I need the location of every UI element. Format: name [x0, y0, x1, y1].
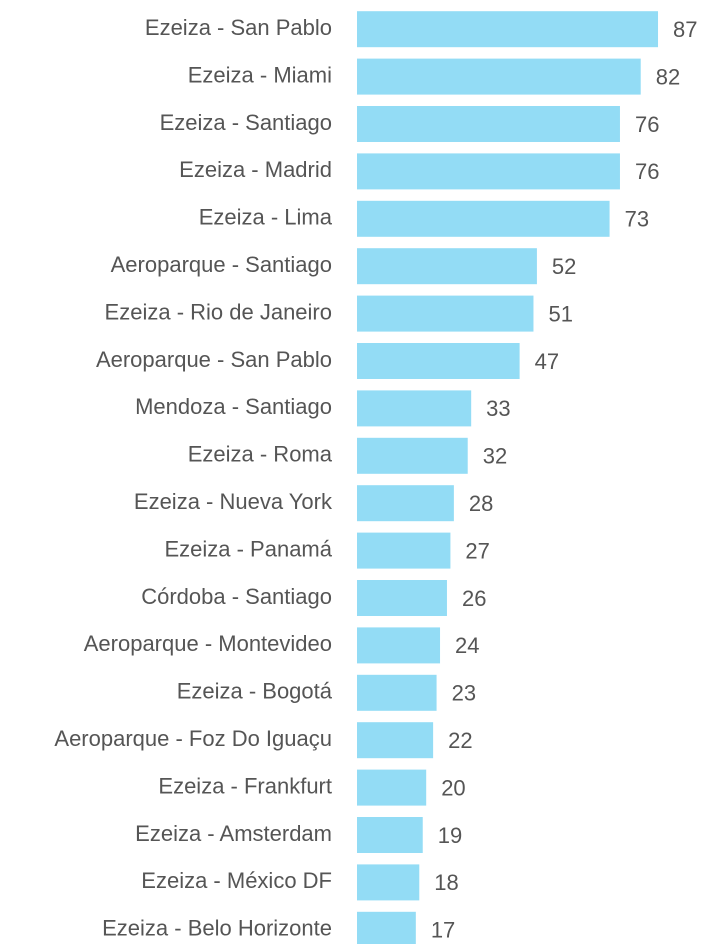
value-label: 28 [469, 491, 493, 516]
bar [357, 485, 454, 522]
category-label: Ezeiza - Belo Horizonte [102, 916, 332, 941]
bar [357, 106, 620, 142]
bar [357, 11, 659, 48]
value-label: 82 [656, 64, 680, 89]
category-label: Aeroparque - San Pablo [96, 347, 332, 372]
value-label: 24 [455, 633, 479, 658]
value-label: 87 [673, 17, 697, 42]
bar [357, 627, 441, 664]
bar [357, 58, 641, 95]
category-label: Ezeiza - Bogotá [177, 679, 333, 704]
bar [357, 722, 434, 759]
value-label: 19 [438, 823, 462, 848]
value-label: 47 [535, 349, 559, 374]
value-label: 52 [552, 254, 576, 279]
value-label: 23 [452, 681, 476, 706]
bar [357, 295, 534, 332]
bar [357, 248, 537, 285]
value-label: 27 [465, 538, 489, 563]
bar [357, 153, 620, 190]
category-label: Aeroparque - Santiago [111, 252, 332, 277]
category-label: Aeroparque - Foz Do Iguaçu [54, 726, 332, 751]
category-label: Ezeiza - Amsterdam [135, 821, 332, 846]
category-label: Ezeiza - Miami [188, 62, 332, 87]
value-label: 26 [462, 586, 486, 611]
category-label: Aeroparque - Montevideo [84, 631, 332, 656]
category-label: Mendoza - Santiago [135, 394, 332, 419]
bar [357, 390, 472, 427]
category-label: Ezeiza - Nueva York [134, 489, 333, 514]
category-label: Ezeiza - Rio de Janeiro [105, 299, 332, 324]
bar [357, 817, 423, 853]
value-label: 73 [625, 207, 649, 232]
value-label: 51 [548, 301, 572, 326]
bar [357, 437, 468, 474]
category-label: Ezeiza - San Pablo [145, 15, 332, 40]
category-label: Ezeiza - Roma [188, 442, 333, 467]
category-label: Ezeiza - Madrid [179, 157, 332, 182]
category-label: Ezeiza - Frankfurt [158, 773, 332, 798]
bar [357, 580, 447, 616]
value-label: 32 [483, 444, 507, 469]
category-label: Ezeiza - México DF [141, 868, 332, 893]
bar [357, 864, 420, 901]
value-label: 76 [635, 159, 659, 184]
bar [357, 911, 416, 944]
value-label: 76 [635, 112, 659, 137]
category-label: Córdoba - Santiago [141, 584, 332, 609]
value-label: 20 [441, 775, 465, 800]
category-label: Ezeiza - Lima [199, 205, 333, 230]
bar [357, 532, 451, 569]
value-label: 33 [486, 396, 510, 421]
bar [357, 769, 427, 806]
category-label: Ezeiza - Panamá [164, 536, 332, 561]
value-label: 17 [431, 918, 455, 943]
category-label: Ezeiza - Santiago [160, 110, 332, 135]
value-label: 22 [448, 728, 472, 753]
bar [357, 200, 610, 237]
bar [357, 343, 520, 379]
bar [357, 674, 437, 711]
value-label: 18 [434, 870, 458, 895]
